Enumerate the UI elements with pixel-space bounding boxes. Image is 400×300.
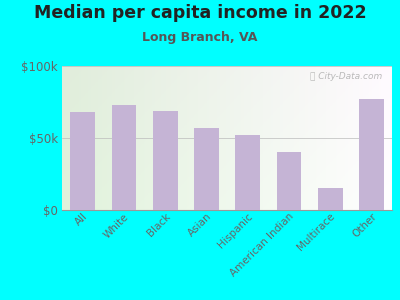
Bar (70, 112, 95, 210)
Bar (153, 111, 178, 210)
Bar (318, 188, 342, 210)
Text: ⓘ City-Data.com: ⓘ City-Data.com (310, 72, 382, 81)
Bar (276, 152, 301, 210)
Bar (235, 135, 260, 210)
Bar (359, 99, 384, 210)
Text: Long Branch, VA: Long Branch, VA (142, 32, 258, 44)
Bar (112, 105, 136, 210)
Text: Median per capita income in 2022: Median per capita income in 2022 (34, 4, 366, 22)
Bar (194, 128, 219, 210)
